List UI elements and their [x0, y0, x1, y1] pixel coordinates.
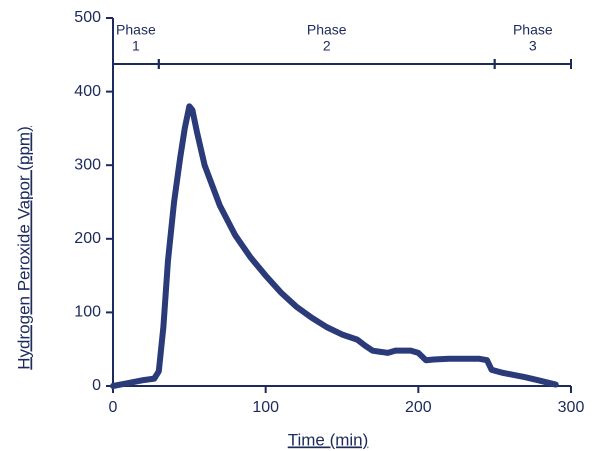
y-tick-label: 0 — [92, 377, 101, 394]
x-axis-label: Time (min) — [288, 430, 369, 449]
x-tick-label: 100 — [252, 399, 279, 416]
y-tick-label: 500 — [74, 9, 101, 26]
phase-label: Phase — [307, 22, 347, 38]
phase-number: 3 — [529, 38, 537, 54]
y-axis-label: Hydrogen Peroxide Vapor (ppm) — [14, 126, 33, 369]
y-tick-label: 300 — [74, 156, 101, 173]
phase-number: 1 — [132, 38, 140, 54]
x-tick-label: 200 — [405, 399, 432, 416]
phase-number: 2 — [323, 38, 331, 54]
phase-label: Phase — [116, 22, 156, 38]
y-tick-label: 200 — [74, 230, 101, 247]
phase-label: Phase — [513, 22, 553, 38]
x-tick-label: 0 — [109, 399, 118, 416]
data-line — [110, 103, 559, 389]
y-tick-label: 400 — [74, 83, 101, 100]
y-tick-label: 100 — [74, 304, 101, 321]
x-tick-label: 300 — [558, 399, 585, 416]
